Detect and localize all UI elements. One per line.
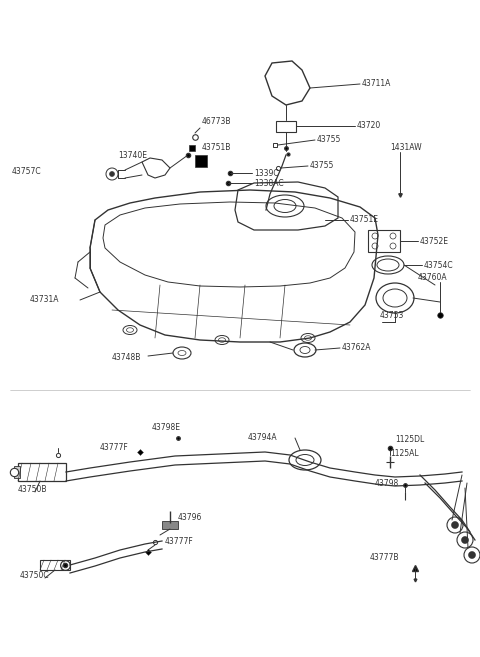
Text: 43751E: 43751E	[350, 215, 379, 225]
Text: 43762A: 43762A	[342, 344, 372, 353]
Circle shape	[106, 168, 118, 180]
Text: 43798: 43798	[375, 478, 399, 487]
Circle shape	[452, 522, 458, 528]
Text: 13740E: 13740E	[118, 150, 147, 160]
Text: 43720: 43720	[357, 122, 381, 131]
Circle shape	[461, 537, 468, 543]
Text: 1431AW: 1431AW	[390, 143, 421, 152]
Text: 43798E: 43798E	[152, 424, 181, 432]
Text: 43777F: 43777F	[165, 537, 194, 547]
Text: 43731A: 43731A	[30, 296, 60, 304]
Text: 1125AL: 1125AL	[390, 449, 419, 457]
Bar	[40, 560, 70, 570]
Circle shape	[468, 551, 476, 558]
Bar	[162, 521, 178, 529]
Bar	[14, 466, 20, 478]
Text: 43751B: 43751B	[202, 143, 231, 152]
Text: 43748B: 43748B	[112, 353, 142, 363]
Text: 43757C: 43757C	[12, 168, 42, 177]
Bar	[276, 121, 296, 132]
Text: 43796: 43796	[178, 514, 203, 522]
Text: 43753: 43753	[380, 311, 404, 321]
Bar	[368, 230, 400, 252]
Text: 1125DL: 1125DL	[395, 436, 424, 445]
Text: 43754C: 43754C	[424, 260, 454, 269]
Text: 43777F: 43777F	[100, 443, 129, 453]
Text: 43752E: 43752E	[420, 237, 449, 246]
Text: 43777B: 43777B	[370, 553, 399, 562]
Text: 43711A: 43711A	[362, 79, 391, 89]
Text: 43755: 43755	[310, 162, 335, 171]
Text: 43750C: 43750C	[20, 572, 49, 581]
Text: 46773B: 46773B	[202, 118, 231, 127]
Text: 1338AC: 1338AC	[254, 179, 284, 187]
Bar	[195, 155, 207, 167]
Text: 43760A: 43760A	[418, 273, 448, 283]
Bar	[18, 463, 66, 481]
Text: 43794A: 43794A	[248, 432, 277, 442]
Text: 1339C: 1339C	[254, 168, 278, 177]
Text: 43755: 43755	[317, 135, 341, 145]
Text: 43750B: 43750B	[18, 486, 48, 495]
Circle shape	[109, 171, 115, 177]
